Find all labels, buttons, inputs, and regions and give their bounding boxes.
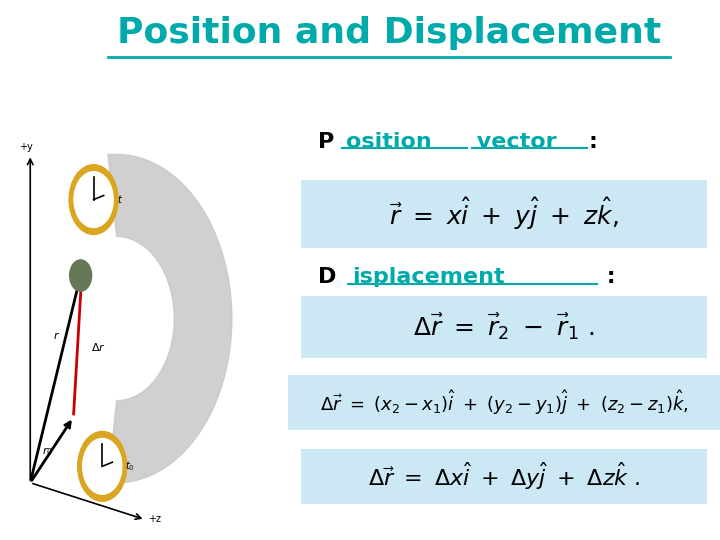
Text: +y: +y bbox=[19, 143, 32, 152]
Text: :: : bbox=[588, 132, 597, 152]
Text: isplacement: isplacement bbox=[352, 267, 505, 287]
FancyBboxPatch shape bbox=[301, 449, 707, 504]
Circle shape bbox=[83, 438, 122, 494]
Text: D: D bbox=[318, 267, 337, 287]
Polygon shape bbox=[108, 154, 232, 483]
Text: $\Delta\vec{r}\ =\ (x_2-x_1)\hat{i}\ +\ (y_2-y_1)\hat{j}\ +\ (z_2-z_1)\hat{k},$: $\Delta\vec{r}\ =\ (x_2-x_1)\hat{i}\ +\ … bbox=[320, 388, 688, 417]
Text: :: : bbox=[599, 267, 616, 287]
Circle shape bbox=[78, 431, 127, 501]
Text: $r$: $r$ bbox=[53, 330, 60, 341]
Text: P: P bbox=[318, 132, 335, 152]
FancyBboxPatch shape bbox=[301, 296, 707, 357]
Text: $\Delta\vec{r}\ =\ \vec{r}_2\ -\ \vec{r}_1\ .$: $\Delta\vec{r}\ =\ \vec{r}_2\ -\ \vec{r}… bbox=[413, 312, 595, 342]
Text: $\Delta r$: $\Delta r$ bbox=[91, 341, 106, 354]
Text: $r_0$: $r_0$ bbox=[42, 445, 53, 458]
Circle shape bbox=[70, 260, 91, 291]
Text: vector: vector bbox=[469, 132, 557, 152]
Text: $t_0$: $t_0$ bbox=[125, 460, 135, 474]
Circle shape bbox=[74, 172, 113, 227]
FancyBboxPatch shape bbox=[301, 180, 707, 248]
Text: Position and Displacement: Position and Displacement bbox=[117, 16, 661, 50]
Text: osition: osition bbox=[346, 132, 432, 152]
Circle shape bbox=[69, 165, 118, 234]
FancyBboxPatch shape bbox=[284, 375, 720, 430]
Text: $\vec{r}\ =\ x\hat{i}\ +\ y\hat{j}\ +\ z\hat{k},$: $\vec{r}\ =\ x\hat{i}\ +\ y\hat{j}\ +\ z… bbox=[390, 195, 618, 232]
Text: $t$: $t$ bbox=[117, 193, 123, 205]
Text: +z: +z bbox=[148, 514, 161, 524]
Text: $\Delta\vec{r}\ =\ \Delta x\hat{i}\ +\ \Delta y\hat{j}\ +\ \Delta z\hat{k}\ .$: $\Delta\vec{r}\ =\ \Delta x\hat{i}\ +\ \… bbox=[368, 461, 640, 492]
